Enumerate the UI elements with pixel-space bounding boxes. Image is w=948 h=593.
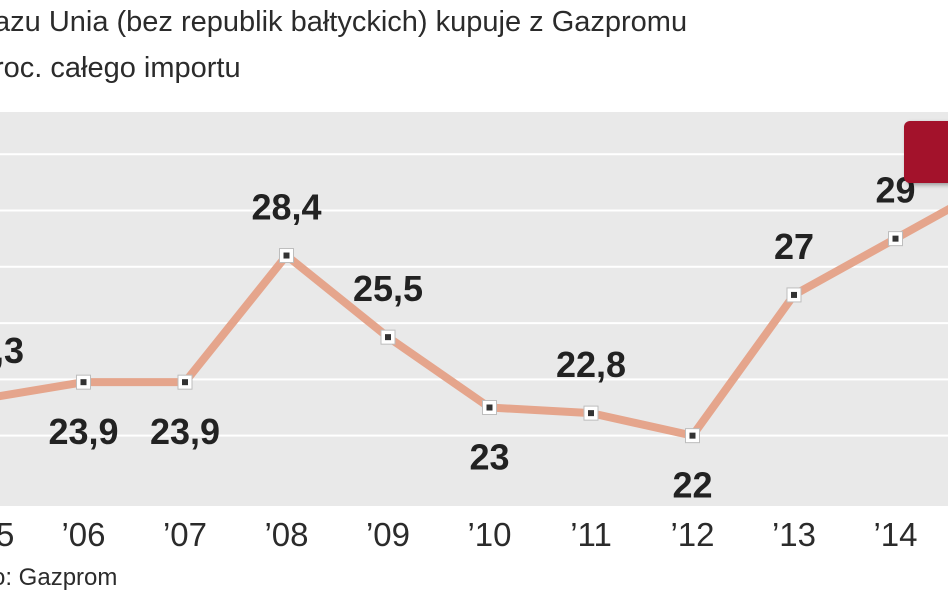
data-point-6 [583, 405, 599, 421]
x-tick-label-4: ’09 [366, 516, 410, 553]
chart-title: azu Unia (bez republik bałtyckich) kupuj… [0, 6, 688, 38]
data-point-1 [76, 374, 91, 390]
x-tick-label-2: ’07 [163, 516, 207, 553]
data-label-1: 23,9 [48, 411, 118, 452]
source-note: o: Gazprom [0, 564, 118, 591]
data-point-4 [380, 329, 396, 345]
data-label-6: 22,8 [556, 344, 626, 385]
data-point-7 [685, 428, 700, 444]
data-label-8: 27 [774, 226, 814, 267]
data-markers [76, 231, 903, 444]
data-label-3: 28,4 [251, 187, 321, 228]
series-line [0, 204, 948, 440]
data-point-2 [177, 374, 193, 390]
series-polyline [0, 204, 948, 440]
x-tick-label-3: ’08 [264, 516, 308, 553]
data-point-8 [786, 287, 802, 303]
x-tick-label-6: ’11 [570, 516, 612, 553]
data-point-5 [482, 400, 497, 415]
data-point-3 [279, 248, 294, 264]
data-label-0: ,3 [0, 330, 24, 371]
x-tick-label-0: 5 [0, 516, 14, 553]
legend-swatch [904, 121, 948, 183]
data-label-2: 23,9 [150, 411, 220, 452]
data-label-7: 22 [672, 465, 712, 506]
chart-subtitle: roc. całego importu [0, 52, 241, 84]
data-label-5: 23 [469, 437, 509, 478]
x-tick-label-9: ’14 [873, 516, 917, 553]
x-tick-label-7: ’12 [670, 516, 714, 553]
plot-area [0, 112, 948, 506]
data-label-4: 25,5 [353, 268, 423, 309]
x-tick-label-1: ’06 [61, 516, 105, 553]
data-point-9 [888, 231, 903, 247]
x-tick-label-5: ’10 [467, 516, 511, 553]
x-axis-ticks: 5 ’06 ’07 ’08 ’09 ’10 ’11 ’12 ’13 ’14 [0, 516, 918, 553]
x-tick-label-8: ’13 [772, 516, 816, 553]
